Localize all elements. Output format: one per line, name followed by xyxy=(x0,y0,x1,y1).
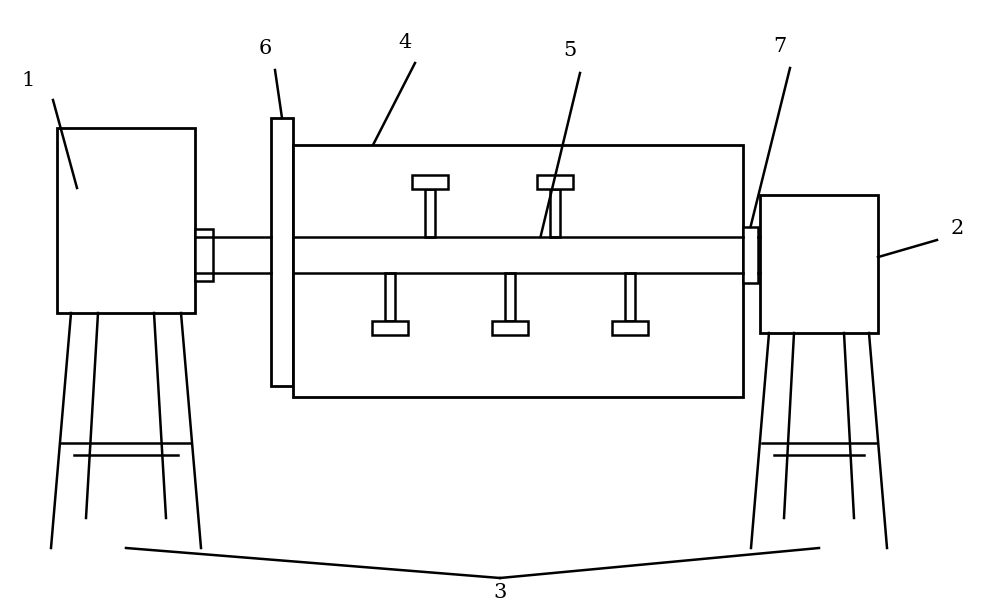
Bar xyxy=(425,189,435,237)
Bar xyxy=(612,321,648,335)
Text: 3: 3 xyxy=(493,583,507,601)
Text: 7: 7 xyxy=(773,36,787,56)
Bar xyxy=(57,128,195,313)
Bar xyxy=(625,273,635,321)
Bar xyxy=(195,229,213,281)
Text: 5: 5 xyxy=(563,41,577,59)
Bar xyxy=(743,227,758,283)
Bar xyxy=(537,175,573,189)
Text: 6: 6 xyxy=(258,39,272,57)
Bar xyxy=(385,273,395,321)
Text: 4: 4 xyxy=(398,33,412,51)
Bar xyxy=(271,118,293,386)
Bar xyxy=(412,175,448,189)
Text: 1: 1 xyxy=(21,71,35,90)
Bar xyxy=(550,189,560,237)
Bar xyxy=(293,145,743,397)
Bar xyxy=(372,321,408,335)
Bar xyxy=(505,273,515,321)
Bar xyxy=(760,195,878,333)
Bar xyxy=(492,321,528,335)
Text: 2: 2 xyxy=(950,218,964,238)
